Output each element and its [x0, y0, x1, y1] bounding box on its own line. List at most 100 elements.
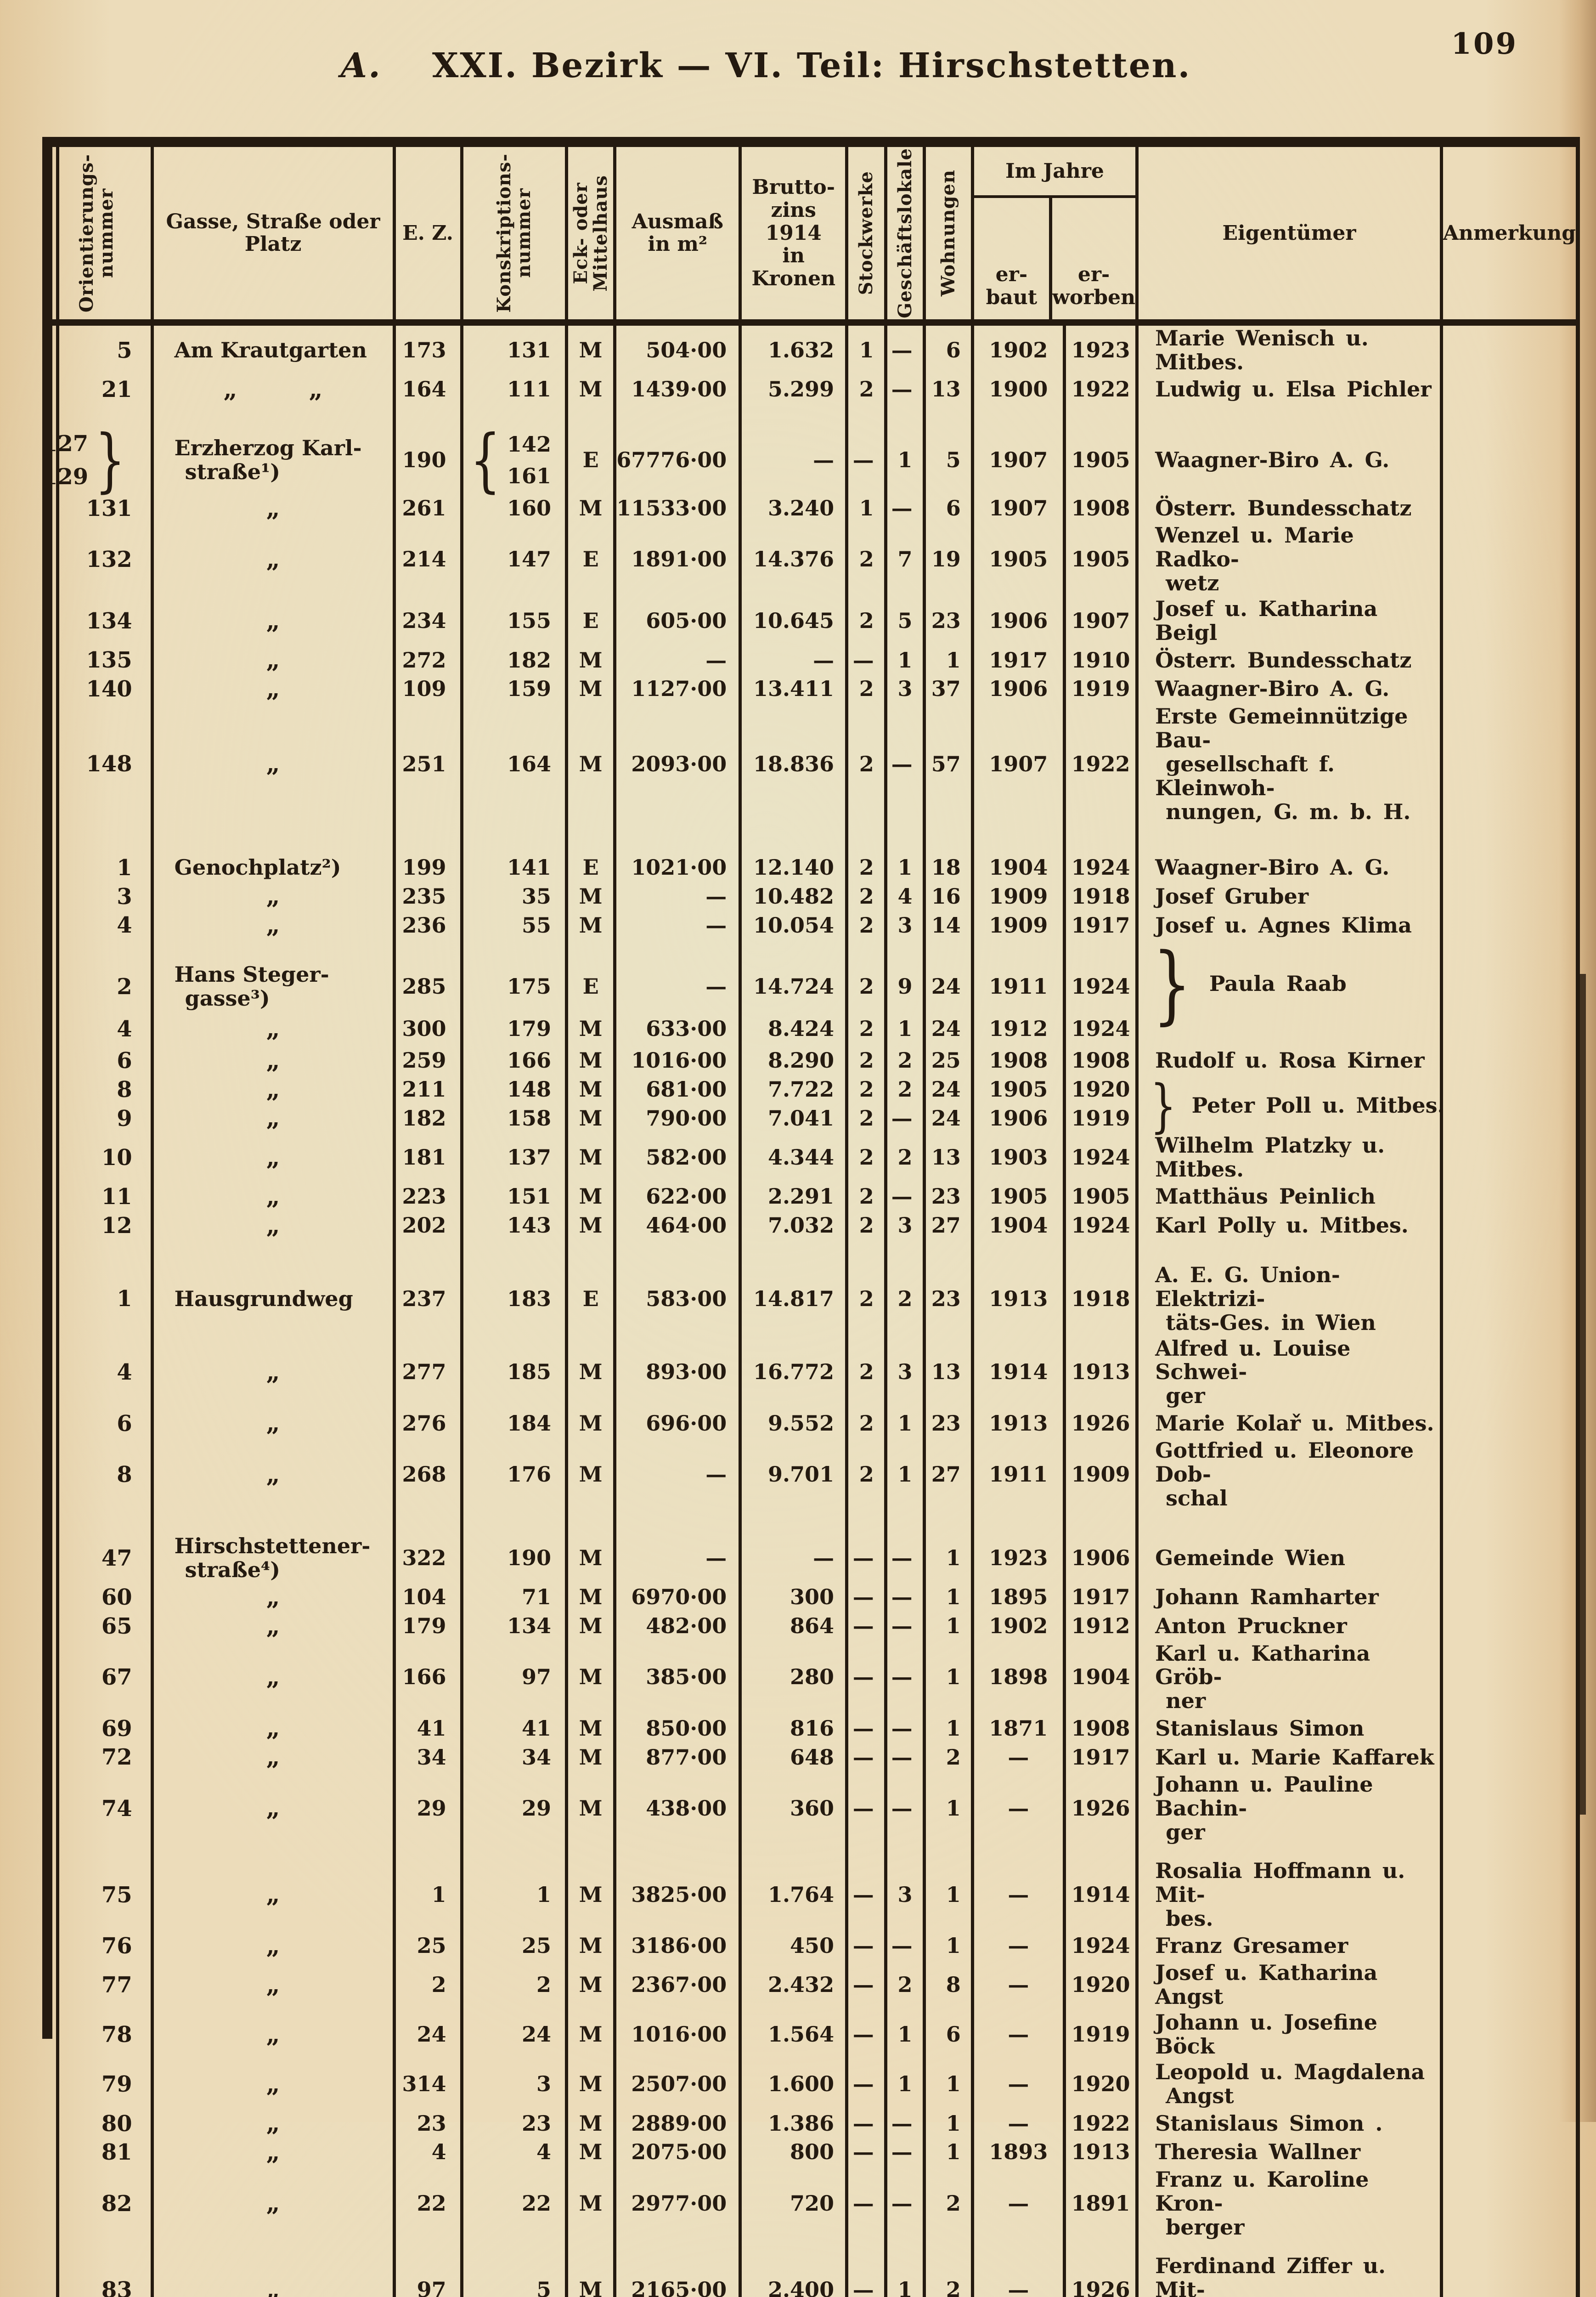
cell-erworben: 1905: [1066, 523, 1139, 597]
cell-eck-mittelhaus: M: [568, 1960, 617, 2010]
cell-geschaeftslokale: 3: [887, 911, 926, 940]
cell-anmerkung: [1443, 704, 1576, 825]
header-erworben: er- worben: [1052, 263, 1136, 310]
cell-wohnungen: 2: [926, 1743, 974, 1772]
cell-gasse-strasse: „: [154, 1075, 396, 1104]
cell-stockwerke: 2: [848, 825, 887, 883]
cell-erworben: 1924: [1066, 1211, 1139, 1240]
cell-stockwerke: 2: [848, 674, 887, 704]
cell-ez: 236: [396, 911, 463, 940]
header-gasse-strasse: Gasse, Straße oder Platz: [153, 147, 396, 326]
cell-eck-mittelhaus: E: [568, 1240, 617, 1336]
cell-stockwerke: 2: [848, 375, 887, 404]
cell-bruttozins: 13.411: [742, 674, 849, 704]
cell-konskriptionsnummer: 155: [463, 596, 569, 646]
cell-konskriptionsnummer: 5: [463, 2240, 569, 2297]
cell-konskriptionsnummer: 182: [463, 646, 569, 675]
cell-geschaeftslokale: 2: [887, 1960, 926, 2010]
cell-geschaeftslokale: 1: [887, 404, 926, 494]
cell-orientierungsnummer: 60: [42, 1583, 154, 1612]
cell-bruttozins: 7.722: [742, 1075, 849, 1104]
cell-eck-mittelhaus: M: [568, 375, 617, 404]
cell-erworben: 1920: [1066, 1075, 1139, 1104]
cell-erworben: 1918: [1066, 1240, 1139, 1336]
cell-konskriptionsnummer: {142 161: [463, 404, 569, 495]
page-title-text: XXI. Bezirk — VI. Teil: Hirschstetten.: [432, 46, 1191, 85]
cell-bruttozins: 816: [742, 1714, 849, 1743]
cell-eigentuemer: Josef u. Katharina Beigl: [1139, 596, 1443, 646]
cell-eck-mittelhaus: M: [568, 1182, 617, 1211]
cell-ez: 251: [396, 703, 463, 825]
cell-konskriptionsnummer: 29: [463, 1771, 569, 1845]
cell-geschaeftslokale: 5: [887, 596, 926, 646]
cell-orientierungsnummer: 79: [42, 2059, 154, 2110]
cell-orientierungsnummer: 132: [42, 523, 154, 597]
cell-erbaut: —: [974, 2059, 1066, 2110]
cell-konskriptionsnummer: 151: [463, 1182, 569, 1211]
cell-ez: 22: [396, 2167, 463, 2240]
header-wohnungen: Wohnungen: [925, 147, 974, 326]
cell-eigentuemer: Matthäus Peinlich: [1139, 1182, 1443, 1211]
cell-konskriptionsnummer: 23: [463, 2109, 569, 2139]
cell-eigentuemer: Franz u. Karoline Kron- berger: [1139, 2167, 1443, 2240]
cell-geschaeftslokale: —: [887, 1511, 926, 1583]
cell-erbaut: 1904: [974, 1211, 1066, 1240]
cell-bruttozins: 648: [742, 1743, 849, 1772]
cell-eck-mittelhaus: E: [568, 939, 617, 1012]
cell-anmerkung: [1443, 1240, 1576, 1336]
cell-eigentuemer: Johann u. Pauline Bachin- ger: [1139, 1771, 1443, 1845]
cell-stockwerke: 2: [848, 1046, 887, 1075]
cell-erbaut: —: [974, 2167, 1066, 2240]
cell-stockwerke: —: [848, 1583, 887, 1612]
cell-anmerkung: [1443, 675, 1576, 704]
cell-anmerkung: [1443, 1612, 1576, 1641]
cell-eigentuemer: Josef Gruber: [1139, 882, 1443, 911]
cell-eigentuemer: Johann Ramharter: [1139, 1583, 1443, 1612]
cell-eigentuemer: Marie Kolař u. Mitbes.: [1139, 1409, 1443, 1438]
cell-ausmass: 11533·00: [616, 494, 742, 523]
cell-gasse-strasse: „: [154, 1335, 396, 1409]
cell-ausmass: 2165·00: [616, 2240, 742, 2297]
book-edge-rule: [1579, 974, 1586, 1815]
cell-anmerkung: [1443, 1012, 1576, 1047]
cell-bruttozins: 8.290: [742, 1046, 849, 1075]
cell-gasse-strasse: „: [154, 2240, 396, 2297]
cell-orientierungsnummer: 4: [42, 1011, 154, 1047]
cell-konskriptionsnummer: 131: [463, 325, 569, 375]
cell-bruttozins: 450: [742, 1931, 849, 1961]
cell-erworben: 1891: [1066, 2167, 1139, 2240]
cell-erworben: 1924: [1066, 939, 1139, 1012]
cell-erbaut: 1905: [974, 1075, 1066, 1104]
cell-wohnungen: 24: [926, 939, 974, 1012]
cell-stockwerke: 2: [848, 1240, 887, 1336]
cell-eck-mittelhaus: M: [568, 1714, 617, 1743]
cell-geschaeftslokale: —: [887, 1104, 926, 1133]
cell-eigentuemer: Waagner-Biro A. G.: [1139, 825, 1443, 883]
header-ausmass: Ausmaß in m²: [616, 147, 742, 326]
cell-orientierungsnummer: 77: [42, 1960, 154, 2010]
cell-erbaut: 1913: [974, 1409, 1066, 1438]
cell-erworben: 1923: [1066, 325, 1139, 375]
cell-ausmass: 464·00: [616, 1211, 742, 1240]
cell-eck-mittelhaus: M: [568, 2059, 617, 2110]
cell-wohnungen: 23: [926, 1182, 974, 1211]
cell-anmerkung: [1443, 1583, 1576, 1612]
cell-konskriptionsnummer: 35: [463, 882, 569, 911]
header-eck-mittelhaus: Eck- oder Mittelhaus: [568, 147, 617, 326]
cell-wohnungen: 1: [926, 2109, 974, 2139]
cell-erworben: 1926: [1066, 1771, 1139, 1845]
cell-ausmass: 1439·00: [616, 375, 742, 404]
cell-eigentuemer: Karl u. Marie Kaffarek: [1139, 1743, 1443, 1772]
cell-ausmass: 1127·00: [616, 674, 742, 704]
cell-orientierungsnummer: 5: [42, 325, 154, 375]
cell-wohnungen: 5: [926, 404, 974, 494]
cell-orientierungsnummer: 131: [42, 494, 154, 523]
cell-anmerkung: [1443, 1743, 1576, 1772]
cell-erbaut: 1906: [974, 1104, 1066, 1133]
cell-stockwerke: 1: [848, 494, 887, 523]
cell-erbaut: —: [974, 1771, 1066, 1845]
cell-eigentuemer: Ludwig u. Elsa Pichler: [1139, 375, 1443, 404]
cell-ausmass: 681·00: [616, 1075, 742, 1104]
cell-eck-mittelhaus: M: [568, 2167, 617, 2240]
cell-eigentuemer: Stanislaus Simon .: [1139, 2109, 1443, 2139]
